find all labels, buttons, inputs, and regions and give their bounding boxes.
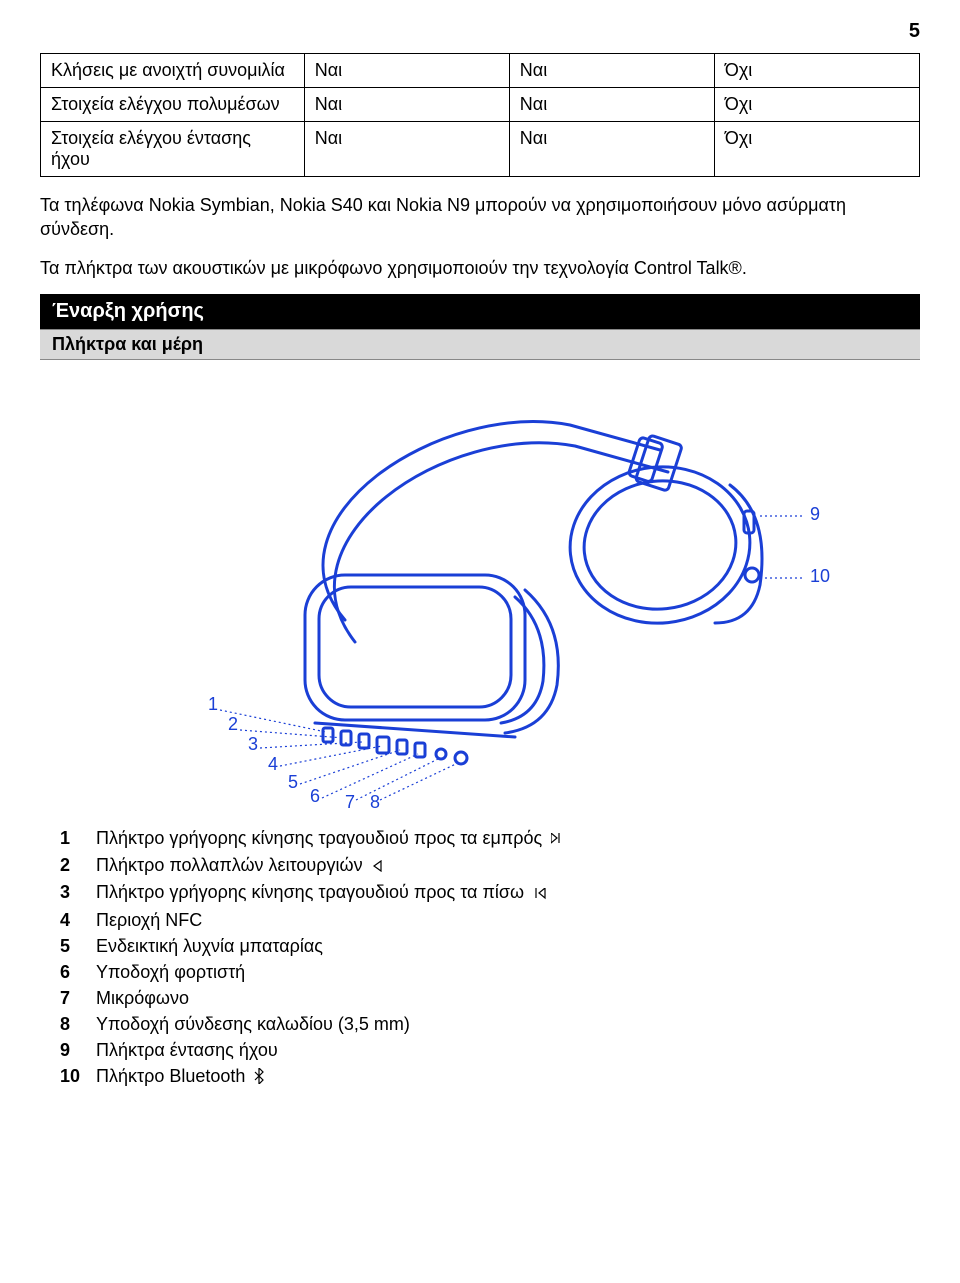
paragraph: Τα πλήκτρα των ακουστικών με μικρόφωνο χ… [40,256,920,280]
item-text: Πλήκτρο γρήγορης κίνησης τραγουδιού προς… [96,879,547,906]
row-cell: Ναι [509,122,714,177]
list-item: 10 Πλήκτρο Bluetooth [60,1063,920,1090]
section-header: Έναρξη χρήσης [40,294,920,329]
diagram-label-7: 7 [345,792,355,810]
item-number: 10 [60,1063,86,1089]
item-number: 2 [60,852,86,878]
subsection-header: Πλήκτρα και μέρη [40,329,920,360]
item-text: Μικρόφωνο [96,985,189,1011]
item-number: 5 [60,933,86,959]
item-number: 8 [60,1011,86,1037]
parts-list: 1 Πλήκτρο γρήγορης κίνησης τραγουδιού πρ… [40,825,920,1091]
row-cell: Ναι [509,88,714,122]
list-item: 1 Πλήκτρο γρήγορης κίνησης τραγουδιού πρ… [60,825,920,852]
diagram-label-4: 4 [268,754,278,774]
play-icon [372,853,384,879]
page-number: 5 [40,20,920,43]
list-item: 5 Ενδεικτική λυχνία μπαταρίας [60,933,920,959]
item-text: Πλήκτρα έντασης ήχου [96,1037,278,1063]
row-cell: Όχι [714,122,919,177]
item-number: 3 [60,879,86,905]
paragraph: Τα τηλέφωνα Nokia Symbian, Nokia S40 και… [40,193,920,242]
row-cell: Ναι [304,88,509,122]
list-item: 8 Υποδοχή σύνδεσης καλωδίου (3,5 mm) [60,1011,920,1037]
diagram-label-2: 2 [228,714,238,734]
diagram-label-5: 5 [288,772,298,792]
bluetooth-icon [254,1065,264,1091]
list-item: 6 Υποδοχή φορτιστή [60,959,920,985]
list-item: 4 Περιοχή NFC [60,907,920,933]
row-label: Στοιχεία ελέγχου έντασης ήχου [41,122,305,177]
item-number: 6 [60,959,86,985]
diagram-label-3: 3 [248,734,258,754]
diagram-label-10: 10 [810,566,830,586]
item-number: 4 [60,907,86,933]
list-item: 2 Πλήκτρο πολλαπλών λειτουργιών [60,852,920,879]
item-text: Πλήκτρο πολλαπλών λειτουργιών [96,852,384,879]
item-text: Υποδοχή σύνδεσης καλωδίου (3,5 mm) [96,1011,410,1037]
diagram-label-6: 6 [310,786,320,806]
fast-forward-icon [551,826,565,852]
item-text: Πλήκτρο γρήγορης κίνησης τραγουδιού προς… [96,825,565,852]
diagram-label-9: 9 [810,504,820,524]
item-number: 1 [60,825,86,851]
row-cell: Όχι [714,54,919,88]
row-cell: Όχι [714,88,919,122]
row-label: Κλήσεις με ανοιχτή συνομιλία [41,54,305,88]
table-row: Κλήσεις με ανοιχτή συνομιλία Ναι Ναι Όχι [41,54,920,88]
item-text: Περιοχή NFC [96,907,202,933]
compatibility-table: Κλήσεις με ανοιχτή συνομιλία Ναι Ναι Όχι… [40,53,920,177]
diagram-label-1: 1 [208,694,218,714]
item-text: Ενδεικτική λυχνία μπαταρίας [96,933,323,959]
rewind-icon [533,881,547,907]
table-row: Στοιχεία ελέγχου έντασης ήχου Ναι Ναι Όχ… [41,122,920,177]
headset-diagram: 9 10 1 2 3 4 5 6 7 8 [40,380,920,815]
diagram-label-8: 8 [370,792,380,810]
row-cell: Ναι [304,54,509,88]
list-item: 7 Μικρόφωνο [60,985,920,1011]
list-item: 9 Πλήκτρα έντασης ήχου [60,1037,920,1063]
item-text: Υποδοχή φορτιστή [96,959,245,985]
table-row: Στοιχεία ελέγχου πολυμέσων Ναι Ναι Όχι [41,88,920,122]
row-label: Στοιχεία ελέγχου πολυμέσων [41,88,305,122]
item-number: 7 [60,985,86,1011]
item-number: 9 [60,1037,86,1063]
row-cell: Ναι [304,122,509,177]
item-text: Πλήκτρο Bluetooth [96,1063,264,1090]
row-cell: Ναι [509,54,714,88]
list-item: 3 Πλήκτρο γρήγορης κίνησης τραγουδιού πρ… [60,879,920,906]
